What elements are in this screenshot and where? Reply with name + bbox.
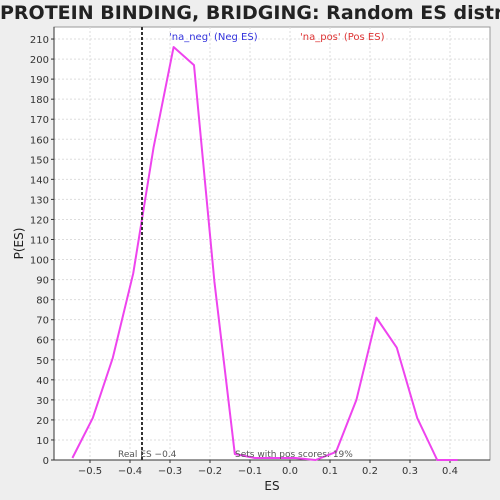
y-tick-label: 50 [36, 356, 49, 367]
x-tick-label: −0.1 [238, 466, 262, 477]
y-tick-label: 60 [36, 336, 49, 347]
y-tick-label: 140 [30, 175, 49, 186]
y-tick-label: 90 [36, 276, 49, 287]
y-tick-label: 190 [30, 75, 49, 86]
x-tick-label: 0.4 [442, 466, 458, 477]
x-tick-label: −0.5 [78, 466, 102, 477]
y-axis-label: P(ES) [12, 228, 26, 260]
y-tick-label: 160 [30, 135, 49, 146]
y-tick-label: 150 [30, 155, 49, 166]
pos-scores-label: Sets with pos scores: 19% [235, 450, 353, 460]
y-tick-label: 210 [30, 35, 49, 46]
x-tick-label: −0.4 [118, 466, 142, 477]
y-tick-label: 80 [36, 296, 49, 307]
y-tick-label: 200 [30, 55, 49, 66]
x-tick-label: −0.3 [158, 466, 182, 477]
legend-neg-label: 'na_neg' (Neg ES) [169, 32, 258, 43]
y-tick-label: 130 [30, 195, 49, 206]
plot-area [54, 27, 490, 460]
x-tick-label: −0.2 [198, 466, 222, 477]
x-tick-label: 0.2 [362, 466, 378, 477]
y-tick-label: 70 [36, 316, 49, 327]
x-tick-label: 0.3 [402, 466, 418, 477]
y-tick-label: 40 [36, 376, 49, 387]
y-tick-label: 170 [30, 115, 49, 126]
y-tick-label: 0 [43, 456, 49, 467]
y-tick-label: 180 [30, 95, 49, 106]
real-es-label: Real ES −0.4 [118, 450, 177, 460]
x-axis-label: ES [264, 479, 279, 493]
y-tick-label: 30 [36, 396, 49, 407]
y-tick-label: 100 [30, 256, 49, 267]
y-tick-label: 20 [36, 416, 49, 427]
x-tick-label: 0.0 [282, 466, 298, 477]
legend-pos-label: 'na_pos' (Pos ES) [300, 32, 385, 43]
y-tick-label: 110 [30, 235, 49, 246]
y-tick-label: 10 [36, 436, 49, 447]
y-tick-label: 120 [30, 215, 49, 226]
x-tick-label: 0.1 [322, 466, 338, 477]
